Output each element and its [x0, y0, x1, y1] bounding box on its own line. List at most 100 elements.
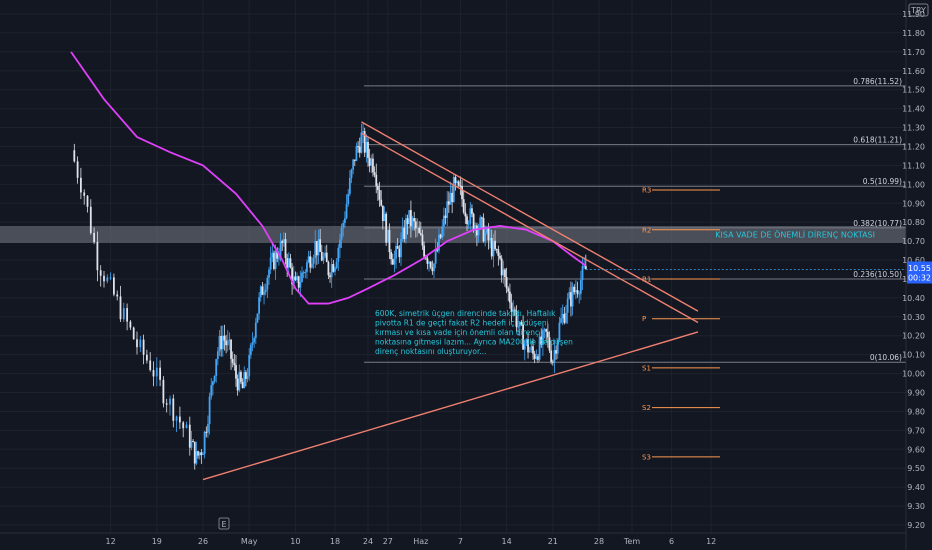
- candle-body: [405, 218, 407, 240]
- candle-body: [200, 452, 203, 455]
- candle-body: [188, 424, 191, 448]
- time-tick-label: 14: [502, 537, 512, 546]
- candle-body: [383, 213, 386, 222]
- candle-body: [76, 161, 79, 178]
- upper-trendline[interactable]: [361, 132, 699, 324]
- candle-body: [433, 263, 435, 272]
- candle-body: [337, 247, 340, 262]
- pivot-label: R3: [642, 187, 651, 195]
- pivot-label: R2: [642, 226, 651, 234]
- lower-trendline[interactable]: [202, 331, 699, 481]
- ma200-line[interactable]: [70, 51, 587, 305]
- candle-body: [251, 342, 254, 345]
- price-axis[interactable]: 9.20 9.30 9.40 9.50 9.60 9.70 9.80 9.90 10.00 10.…: [902, 0, 929, 550]
- candle-body: [380, 199, 383, 206]
- candle-body: [515, 310, 518, 328]
- last-price-tag: [907, 261, 932, 284]
- currency-badge[interactable]: [908, 3, 929, 17]
- pivot-label: S1: [642, 364, 651, 372]
- time-tick-label: 12: [106, 537, 116, 546]
- candle-body: [306, 262, 308, 272]
- candle-body: [439, 234, 442, 238]
- candle-body: [233, 362, 236, 366]
- candle-body: [499, 255, 501, 259]
- candle-body: [373, 172, 376, 175]
- candle-body: [146, 354, 148, 361]
- candle-body: [443, 215, 445, 227]
- candle-body: [96, 242, 99, 271]
- candle-body: [109, 277, 112, 279]
- candle-body: [502, 269, 505, 276]
- candle-body: [583, 265, 586, 267]
- price-tick-label: 9.50: [907, 464, 925, 473]
- candle-body: [226, 340, 229, 346]
- candle-body: [256, 313, 259, 323]
- candle-body: [558, 322, 561, 341]
- candle-body: [413, 218, 416, 222]
- candle-body: [560, 318, 562, 323]
- candle-body: [301, 272, 303, 282]
- candle-body: [175, 416, 178, 421]
- candle-body: [294, 276, 297, 281]
- price-tick-label: 10.00: [902, 370, 925, 379]
- candle-body: [246, 376, 249, 379]
- resistance-zone[interactable]: KISA VADE DE ÖNEMLİ DİRENÇ NOKTASI: [0, 225, 906, 244]
- candle-body: [312, 258, 315, 264]
- candle-body: [274, 251, 277, 269]
- currency-label: TRY: [910, 6, 926, 15]
- price-tick-label: 10.90: [902, 199, 925, 208]
- candle-body: [80, 177, 82, 193]
- candle-body: [527, 339, 529, 353]
- analysis-note[interactable]: 600K, simetrik üçgen direncinde takıldı.…: [375, 309, 573, 356]
- candle-body: [507, 288, 510, 292]
- candle-body: [571, 286, 574, 307]
- candle-body: [269, 257, 272, 270]
- candle-body: [494, 240, 496, 249]
- candle-body: [93, 232, 95, 243]
- candle-body: [555, 350, 557, 354]
- candle-body: [480, 217, 483, 219]
- candle-body: [213, 375, 216, 382]
- candle-body: [423, 245, 425, 257]
- candle-body: [193, 441, 196, 464]
- candle-body: [474, 225, 477, 231]
- candle-body: [99, 270, 102, 276]
- candle-body: [89, 206, 92, 233]
- candle-body: [419, 233, 422, 235]
- time-axis[interactable]: 12 19 26 May 10 18 24 27 Haz 7 14 21 28 Tem 6 12: [0, 532, 906, 546]
- candle-body: [190, 440, 193, 448]
- candle-body: [452, 177, 455, 203]
- candle-body: [339, 239, 341, 248]
- candle-body: [210, 385, 213, 397]
- candle-body: [482, 218, 485, 242]
- candle-body: [454, 177, 457, 184]
- candle-body: [197, 451, 199, 456]
- candle-body: [403, 227, 406, 240]
- candle-body: [449, 192, 452, 205]
- candle-body: [367, 141, 369, 158]
- ma200-path[interactable]: [70, 51, 587, 305]
- pivot-points[interactable]: R3 R2 R1 P S1 S2 S3: [642, 187, 720, 462]
- price-tick-label: 11.20: [902, 142, 925, 151]
- candle-body: [73, 150, 76, 162]
- candle-body: [236, 378, 239, 391]
- candle-body: [231, 358, 234, 363]
- fib-level-label: 0.786(11.52): [853, 77, 902, 86]
- candle-body: [469, 208, 472, 224]
- price-tick-label: 9.40: [907, 483, 925, 492]
- candle-body: [350, 169, 353, 178]
- candle-body: [345, 204, 348, 219]
- analysis-note-line: noktasına gitmesi lazım... Ayrıca MA200 …: [375, 338, 573, 347]
- candle-body: [398, 248, 401, 258]
- candle-body: [334, 268, 336, 272]
- e-button[interactable]: E: [218, 517, 230, 530]
- trendlines[interactable]: [202, 121, 699, 481]
- fib-retracement[interactable]: 1(11.99)0.786(11.52)0.618(11.21)0.5(10.9…: [364, 0, 906, 363]
- upper-trendline[interactable]: [361, 121, 699, 312]
- candle-body: [581, 266, 584, 280]
- candle-body: [472, 213, 475, 231]
- candle-body: [122, 308, 125, 320]
- candle-body: [520, 322, 523, 325]
- candle-body: [441, 226, 444, 238]
